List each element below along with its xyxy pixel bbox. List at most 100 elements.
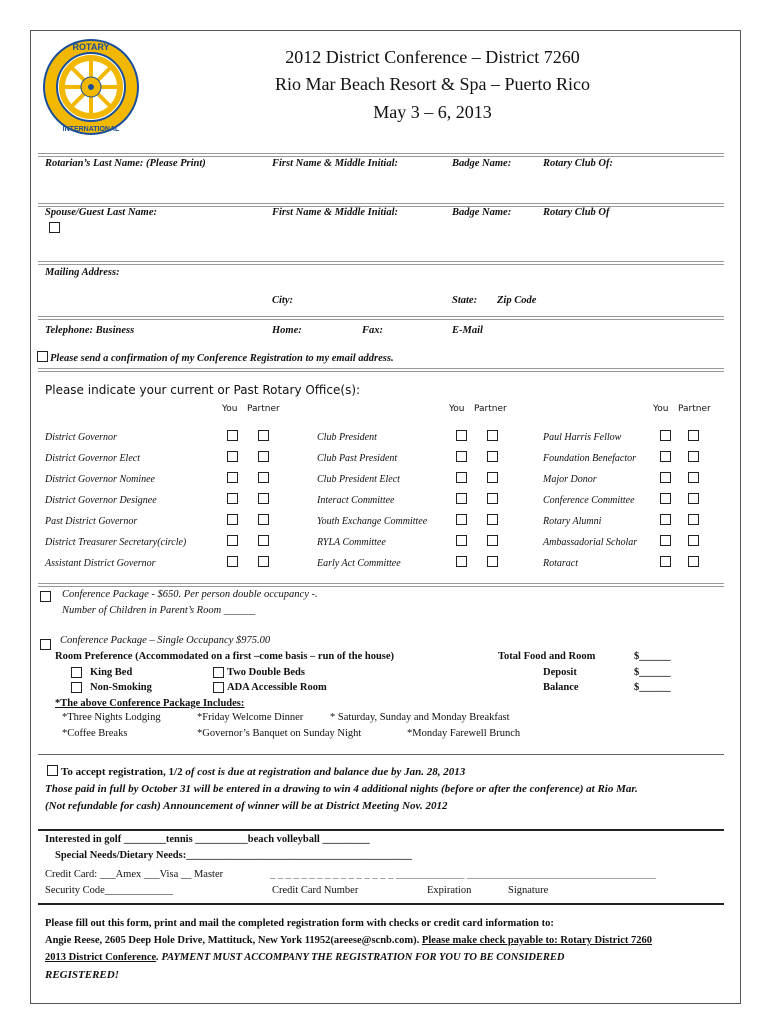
- office-you-checkbox[interactable]: [456, 535, 467, 546]
- divider: [38, 903, 724, 905]
- office-partner-checkbox[interactable]: [487, 556, 498, 567]
- office-partner-checkbox[interactable]: [258, 514, 269, 525]
- office-partner-checkbox[interactable]: [487, 514, 498, 525]
- include-item: *Monday Farewell Brunch: [407, 728, 521, 739]
- you-column-header: You: [449, 404, 465, 414]
- office-you-checkbox[interactable]: [660, 493, 671, 504]
- form-frame: [30, 30, 741, 1004]
- member-badge-field[interactable]: Badge Name:: [452, 158, 512, 169]
- registration-checkbox[interactable]: [47, 765, 58, 776]
- member-club-field[interactable]: Rotary Club Of:: [543, 158, 614, 169]
- guest-checkbox[interactable]: [49, 222, 60, 233]
- office-partner-checkbox[interactable]: [688, 535, 699, 546]
- office-you-checkbox[interactable]: [227, 493, 238, 504]
- office-partner-checkbox[interactable]: [688, 556, 699, 567]
- office-partner-checkbox[interactable]: [258, 535, 269, 546]
- office-partner-checkbox[interactable]: [258, 430, 269, 441]
- office-partner-checkbox[interactable]: [688, 514, 699, 525]
- email-field[interactable]: E-Mail: [452, 325, 483, 336]
- office-label: Interact Committee: [317, 495, 395, 506]
- footer-line-3: 2013 District Conference. PAYMENT MUST A…: [45, 952, 565, 963]
- zip-field[interactable]: Zip Code: [497, 295, 537, 306]
- office-partner-checkbox[interactable]: [487, 472, 498, 483]
- deposit-field[interactable]: $______: [634, 667, 671, 678]
- partner-column-header: Partner: [247, 404, 280, 414]
- divider: [38, 261, 724, 265]
- office-label: Club Past President: [317, 453, 398, 464]
- office-label: RYLA Committee: [317, 537, 386, 548]
- office-partner-checkbox[interactable]: [688, 451, 699, 462]
- business-phone-field[interactable]: Telephone: Business: [45, 325, 135, 336]
- office-partner-checkbox[interactable]: [487, 493, 498, 504]
- mailing-address-field[interactable]: Mailing Address:: [45, 267, 120, 278]
- office-partner-checkbox[interactable]: [487, 451, 498, 462]
- office-you-checkbox[interactable]: [227, 535, 238, 546]
- special-needs-field[interactable]: Special Needs/Dietary Needs:____________…: [55, 850, 412, 861]
- office-partner-checkbox[interactable]: [258, 472, 269, 483]
- security-code-field[interactable]: Security Code_____________: [45, 885, 174, 896]
- guest-first-name-field[interactable]: First Name & Middle Initial:: [272, 207, 399, 218]
- office-partner-checkbox[interactable]: [688, 430, 699, 441]
- home-phone-field[interactable]: Home:: [272, 325, 302, 336]
- office-partner-checkbox[interactable]: [487, 535, 498, 546]
- credit-card-blanks[interactable]: _ _ _ _ _ _ _ _ _ _ _ _ _ _ _ _ ________…: [270, 869, 656, 880]
- confirmation-label: Please send a confirmation of my Confere…: [50, 353, 394, 364]
- office-label: Paul Harris Fellow: [543, 432, 622, 443]
- state-field[interactable]: State:: [452, 295, 478, 306]
- single-package-checkbox[interactable]: [40, 639, 51, 650]
- credit-card-type-field[interactable]: Credit Card: ___Amex ___Visa __ Master: [45, 869, 224, 880]
- office-you-checkbox[interactable]: [660, 514, 671, 525]
- include-item: *Governor’s Banquet on Sunday Night: [197, 728, 362, 739]
- guest-last-name-field[interactable]: Spouse/Guest Last Name:: [45, 207, 158, 218]
- include-item: * Saturday, Sunday and Monday Breakfast: [330, 712, 510, 723]
- member-last-name-field[interactable]: Rotarian’s Last Name: (Please Print): [45, 158, 206, 169]
- office-you-checkbox[interactable]: [456, 514, 467, 525]
- office-you-checkbox[interactable]: [227, 451, 238, 462]
- office-you-checkbox[interactable]: [227, 514, 238, 525]
- two-double-label: Two Double Beds: [227, 667, 305, 678]
- office-you-checkbox[interactable]: [456, 451, 467, 462]
- office-you-checkbox[interactable]: [227, 556, 238, 567]
- deposit-label: Deposit: [543, 667, 577, 678]
- office-label: Club President: [317, 432, 377, 443]
- include-item: *Three Nights Lodging: [62, 712, 161, 723]
- office-you-checkbox[interactable]: [660, 451, 671, 462]
- office-label: Foundation Benefactor: [543, 453, 637, 464]
- office-you-checkbox[interactable]: [660, 535, 671, 546]
- office-you-checkbox[interactable]: [456, 472, 467, 483]
- king-bed-checkbox[interactable]: [71, 667, 82, 678]
- office-you-checkbox[interactable]: [227, 430, 238, 441]
- office-partner-checkbox[interactable]: [487, 430, 498, 441]
- signature-label: Signature: [508, 885, 549, 896]
- expiration-label: Expiration: [427, 885, 472, 896]
- non-smoking-checkbox[interactable]: [71, 682, 82, 693]
- office-partner-checkbox[interactable]: [688, 493, 699, 504]
- office-partner-checkbox[interactable]: [258, 556, 269, 567]
- office-you-checkbox[interactable]: [660, 430, 671, 441]
- guest-badge-field[interactable]: Badge Name:: [452, 207, 512, 218]
- office-you-checkbox[interactable]: [660, 556, 671, 567]
- activities-interest-field[interactable]: Interested in golf ________tennis ______…: [45, 834, 370, 845]
- two-double-checkbox[interactable]: [213, 667, 224, 678]
- double-package-checkbox[interactable]: [40, 591, 51, 602]
- office-label: Assistant District Governor: [45, 558, 156, 569]
- office-you-checkbox[interactable]: [456, 556, 467, 567]
- city-field[interactable]: City:: [272, 295, 293, 306]
- fax-field[interactable]: Fax:: [362, 325, 383, 336]
- office-partner-checkbox[interactable]: [258, 493, 269, 504]
- guest-club-field[interactable]: Rotary Club Of: [543, 207, 610, 218]
- office-you-checkbox[interactable]: [456, 430, 467, 441]
- office-you-checkbox[interactable]: [227, 472, 238, 483]
- office-label: Past District Governor: [45, 516, 138, 527]
- office-partner-checkbox[interactable]: [688, 472, 699, 483]
- office-partner-checkbox[interactable]: [258, 451, 269, 462]
- confirmation-checkbox[interactable]: [37, 351, 48, 362]
- office-you-checkbox[interactable]: [456, 493, 467, 504]
- children-count-field[interactable]: Number of Children in Parent’s Room ____…: [62, 605, 256, 616]
- office-you-checkbox[interactable]: [660, 472, 671, 483]
- divider: [38, 153, 724, 157]
- balance-field[interactable]: $______: [634, 682, 671, 693]
- member-first-name-field[interactable]: First Name & Middle Initial:: [272, 158, 399, 169]
- total-field[interactable]: $______: [634, 651, 671, 662]
- ada-checkbox[interactable]: [213, 682, 224, 693]
